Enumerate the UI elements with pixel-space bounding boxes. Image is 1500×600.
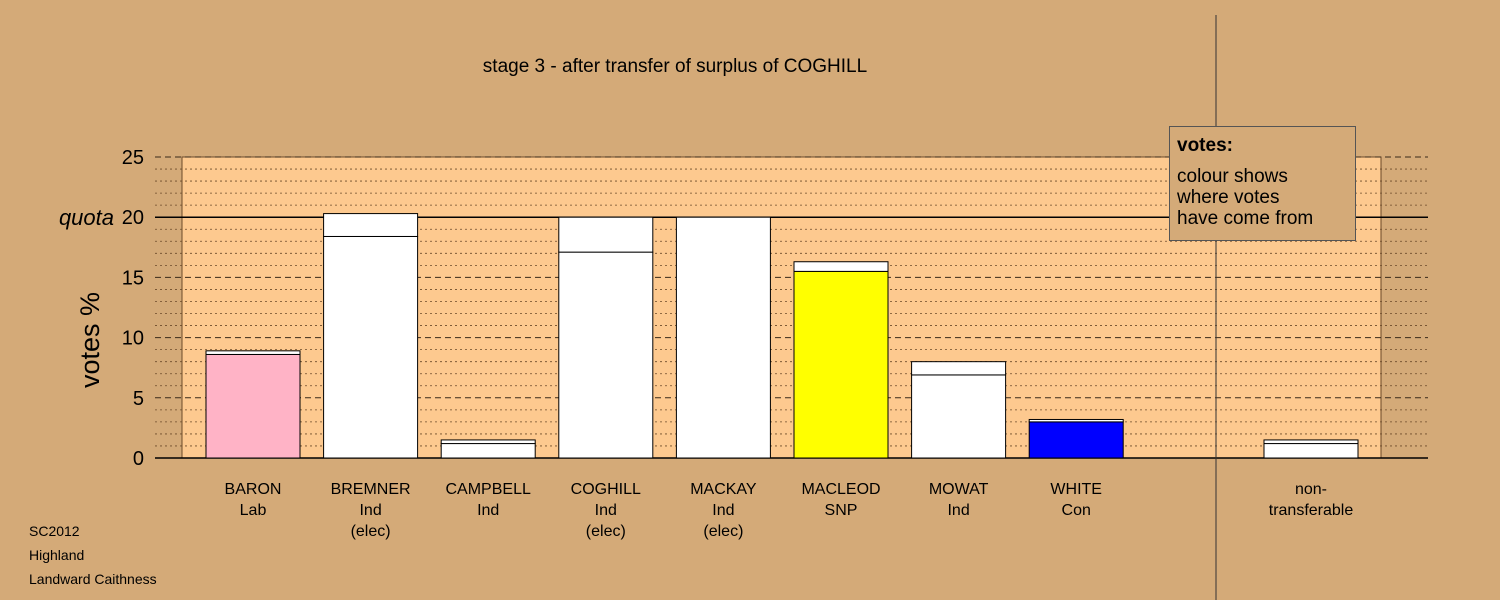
x-label-white: Con xyxy=(1062,502,1091,519)
x-label-nontransferable: non- xyxy=(1295,481,1327,498)
bar-segment-campbell xyxy=(440,443,536,459)
x-label-mowat: Ind xyxy=(947,502,969,519)
bar-segment-white xyxy=(1028,421,1124,459)
chart-title: stage 3 - after transfer of surplus of C… xyxy=(483,56,867,77)
x-label-campbell: CAMPBELL xyxy=(446,481,531,498)
bar-segment-macleod xyxy=(793,261,889,272)
x-label-coghill: Ind xyxy=(595,502,617,519)
y-tick-label: 25 xyxy=(122,147,144,169)
x-label-mackay: MACKAY xyxy=(690,481,757,498)
x-label-bremner: (elec) xyxy=(351,523,391,540)
x-label-bremner: BREMNER xyxy=(331,481,411,498)
y-tick-label: 20 xyxy=(122,207,144,229)
x-label-macleod: SNP xyxy=(825,502,858,519)
quota-label: quota xyxy=(59,205,114,230)
x-label-nontransferable: transferable xyxy=(1269,502,1354,519)
bar-segment-nontransferable xyxy=(1263,439,1359,445)
bar-segment-macleod xyxy=(793,270,889,459)
x-label-baron: BARON xyxy=(225,481,282,498)
x-label-mackay: (elec) xyxy=(703,523,743,540)
y-tick-label: 5 xyxy=(133,388,144,410)
bar-segment-bremner xyxy=(323,213,419,237)
legend-box: votes: colour shows where votes have com… xyxy=(1169,126,1356,241)
y-tick-label: 15 xyxy=(122,267,144,289)
bar-segment-coghill xyxy=(558,251,654,459)
x-label-white: WHITE xyxy=(1050,481,1102,498)
bar-segment-mowat xyxy=(911,361,1007,376)
footer: SC2012 Highland Landward Caithness xyxy=(29,519,157,591)
bar-segment-mowat xyxy=(911,374,1007,459)
footer-line: Highland xyxy=(29,547,85,563)
x-label-coghill: COGHILL xyxy=(571,481,641,498)
bar-segment-baron xyxy=(205,353,301,459)
footer-line: SC2012 xyxy=(29,523,80,539)
x-label-mackay: Ind xyxy=(712,502,734,519)
legend-title: votes: xyxy=(1177,135,1233,156)
x-label-macleod: MACLEOD xyxy=(801,481,880,498)
bar-segment-nontransferable xyxy=(1263,443,1359,459)
x-label-bremner: Ind xyxy=(359,502,381,519)
x-label-mowat: MOWAT xyxy=(929,481,989,498)
x-label-coghill: (elec) xyxy=(586,523,626,540)
footer-line: Landward Caithness xyxy=(29,571,157,587)
bar-segment-mackay xyxy=(675,216,771,459)
bar-segment-white xyxy=(1028,418,1124,423)
legend-body: colour shows where votes have come from xyxy=(1177,166,1314,229)
y-axis-title: votes % xyxy=(75,292,105,388)
bar-segment-campbell xyxy=(440,439,536,445)
y-tick-label: 0 xyxy=(133,448,144,470)
bar-segment-coghill xyxy=(558,216,654,253)
x-label-campbell: Ind xyxy=(477,502,499,519)
bar-segment-bremner xyxy=(323,235,419,459)
x-label-baron: Lab xyxy=(240,502,267,519)
y-tick-label: 10 xyxy=(122,328,144,350)
bar-segment-baron xyxy=(205,350,301,355)
